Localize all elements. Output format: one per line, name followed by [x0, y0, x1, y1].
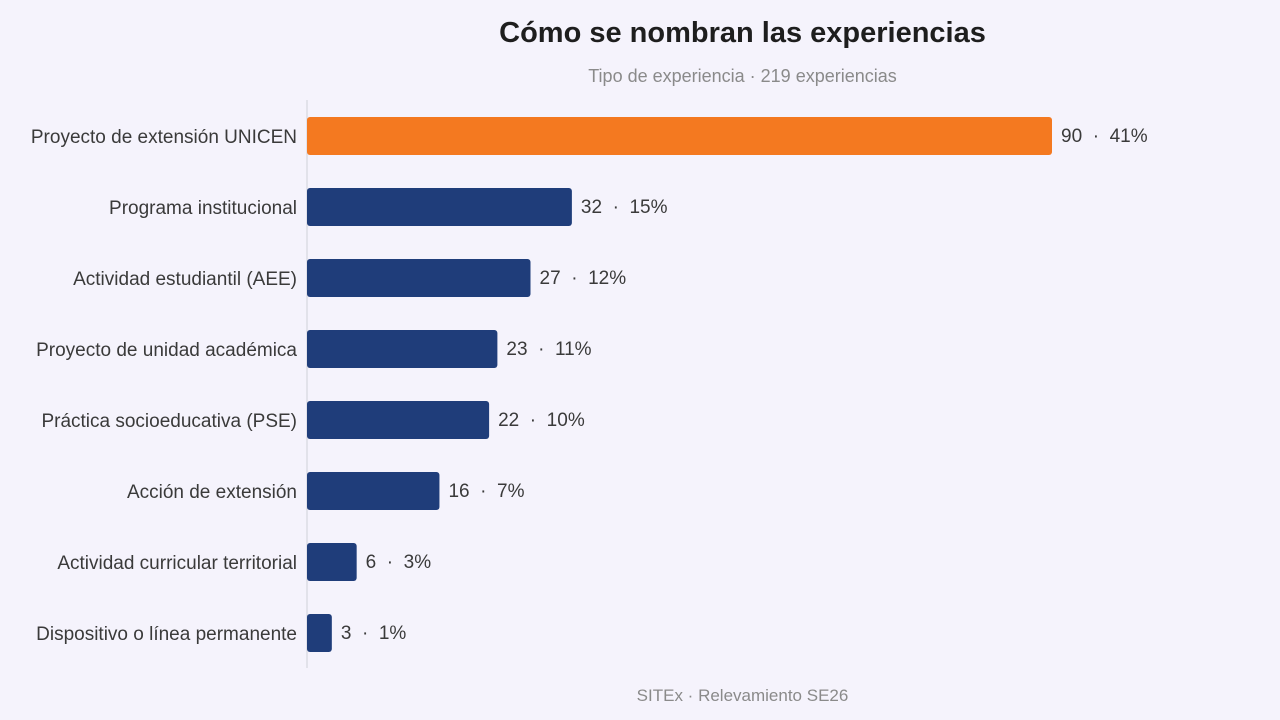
category-label: Proyecto de extensión UNICEN [31, 127, 297, 148]
bar [307, 401, 490, 439]
bar [307, 472, 440, 510]
value-label: 3 · 1% [341, 623, 407, 644]
value-label: 16 · 7% [448, 481, 524, 502]
value-label: 90 · 41% [1061, 126, 1148, 147]
chart-footer: SITEx · Relevamiento SE26 [636, 686, 849, 705]
bar [307, 117, 1052, 155]
chart-subtitle: Tipo de experiencia · 219 experiencias [588, 66, 897, 86]
value-label: 22 · 10% [498, 410, 585, 431]
chart-header: Cómo se nombran las experiencias Tipo de… [205, 14, 1280, 87]
value-label: 6 · 3% [366, 552, 432, 573]
category-label: Acción de extensión [127, 482, 297, 503]
value-label: 23 · 11% [506, 339, 591, 360]
category-label: Actividad estudiantil (AEE) [73, 269, 297, 290]
bar [307, 259, 531, 297]
chart-title: Cómo se nombran las experiencias [499, 17, 986, 49]
bar [307, 543, 357, 581]
value-label: 32 · 15% [581, 197, 668, 218]
bar [307, 188, 572, 226]
category-label: Dispositivo o línea permanente [36, 624, 297, 645]
category-label: Programa institucional [109, 198, 297, 219]
category-label: Práctica socioeducativa (PSE) [41, 411, 297, 432]
bar [307, 614, 332, 652]
category-label: Actividad curricular territorial [57, 553, 297, 574]
bar [307, 330, 498, 368]
category-label: Proyecto de unidad académica [36, 340, 297, 361]
value-label: 27 · 12% [540, 268, 627, 289]
